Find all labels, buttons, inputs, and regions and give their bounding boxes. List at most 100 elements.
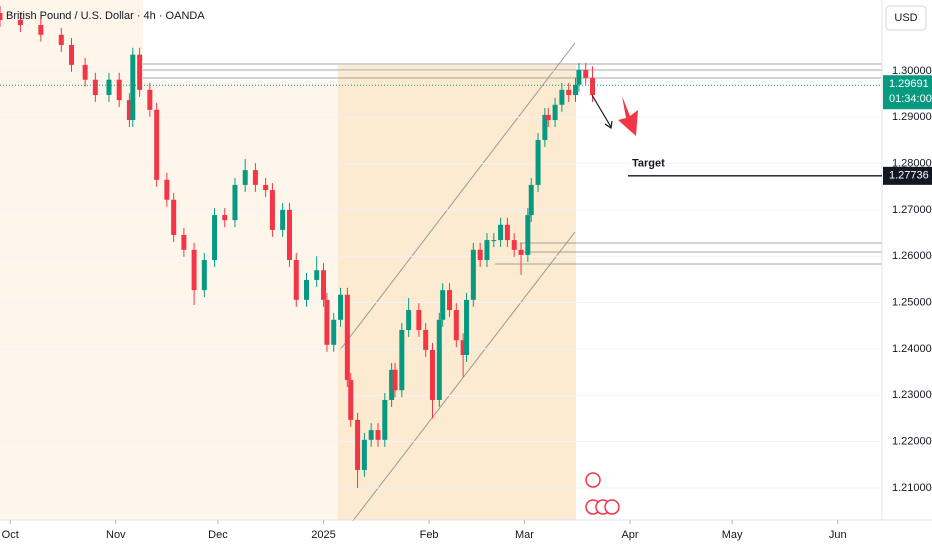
candle-body <box>154 109 160 180</box>
candle-body <box>423 329 429 350</box>
candle-body <box>263 184 269 191</box>
candle-body <box>542 114 548 140</box>
candle-body <box>92 79 98 96</box>
candle-body <box>126 100 132 121</box>
candle-body <box>361 439 367 470</box>
candle-body <box>484 240 490 260</box>
x-tick-label: Jun <box>829 529 847 541</box>
candle-body <box>17 19 23 26</box>
candle-body <box>201 260 207 291</box>
candle-body <box>368 430 374 440</box>
candle-body <box>147 89 153 110</box>
candle-body <box>222 215 228 221</box>
candle-body <box>576 69 582 85</box>
y-tick-label: 1.22000 <box>892 436 932 448</box>
candle-body <box>436 319 442 400</box>
candle-body <box>242 170 248 185</box>
candle-body <box>460 340 466 356</box>
candle-body <box>416 310 422 330</box>
candle-body <box>528 184 534 216</box>
range-shade <box>338 65 576 520</box>
candles <box>0 6 882 489</box>
candle-body <box>583 69 589 78</box>
candle-body <box>399 329 405 391</box>
x-tick-label: May <box>722 529 743 541</box>
candle-body <box>164 179 170 200</box>
candle-body <box>477 249 483 260</box>
candle-body <box>498 224 504 241</box>
candle-body <box>321 270 327 300</box>
target-label: Target <box>632 158 665 170</box>
candle-body <box>511 240 517 250</box>
candle-body <box>566 89 572 96</box>
candle-body <box>447 290 453 311</box>
x-tick-label: 2025 <box>311 529 335 541</box>
candle-body <box>348 380 354 420</box>
candle-body <box>470 249 476 300</box>
event-icon <box>604 499 620 515</box>
target-price-label: 1.27736 <box>889 170 929 182</box>
candle-body <box>392 369 398 391</box>
x-tick-label: Apr <box>621 529 638 541</box>
y-tick-label: 1.30000 <box>892 65 932 77</box>
candle-body <box>137 54 143 90</box>
candle-body <box>389 369 395 400</box>
down-arrow <box>618 96 638 136</box>
x-tick-label: Mar <box>515 529 534 541</box>
candle-body <box>58 34 64 45</box>
candle-body <box>331 319 337 345</box>
candle-body <box>232 184 238 221</box>
x-tick-label: Oct <box>2 529 19 541</box>
y-tick-label: 1.27000 <box>892 204 932 216</box>
projection-arrow <box>591 94 612 128</box>
candle-body <box>286 209 292 260</box>
candle-body <box>269 190 275 230</box>
candle-body <box>559 89 565 105</box>
candle-body <box>82 64 88 80</box>
candle-body <box>545 114 551 121</box>
channel-upper <box>339 42 576 351</box>
candle-body <box>191 249 197 291</box>
channel-lower <box>351 231 576 523</box>
candle-body <box>116 79 122 101</box>
candle-body <box>429 349 435 400</box>
y-tick-label: 1.23000 <box>892 389 932 401</box>
candle-body <box>382 399 388 440</box>
x-tick-label: Dec <box>208 529 228 541</box>
y-tick-label: 1.21000 <box>892 482 932 494</box>
current-price-label: 1.29691 <box>889 78 929 90</box>
current-price-tag <box>883 75 932 110</box>
candle-body <box>280 209 286 230</box>
candle-body <box>355 419 361 470</box>
event-icon <box>585 472 601 488</box>
zone-shade <box>0 0 338 520</box>
currency-button[interactable] <box>885 5 927 31</box>
y-tick-label: 1.28000 <box>892 158 932 170</box>
y-tick-label: 1.29000 <box>892 111 932 123</box>
candle-body <box>535 139 541 185</box>
candle-body <box>171 199 177 235</box>
candle-body <box>552 104 558 121</box>
candle-body <box>504 224 510 241</box>
candle-body <box>573 84 579 96</box>
candle-body <box>406 310 412 330</box>
currency-label[interactable]: USD <box>894 12 917 24</box>
y-tick-label: 1.26000 <box>892 250 932 262</box>
y-tick-label: 1.25000 <box>892 297 932 309</box>
candle-body <box>106 79 112 96</box>
countdown-label: 01:34:00 <box>889 93 932 105</box>
candle-body <box>314 270 320 280</box>
arrow-head <box>604 120 613 130</box>
candle-body <box>375 430 381 440</box>
y-tick-label: 1.24000 <box>892 343 932 355</box>
candle-body <box>0 12 3 20</box>
target-tag <box>883 166 932 185</box>
x-tick-label: Feb <box>420 529 439 541</box>
candle-body <box>491 240 497 242</box>
time-axis <box>0 521 932 550</box>
candle-body <box>130 54 136 121</box>
candle-body <box>464 299 470 356</box>
candle-body <box>518 249 524 255</box>
candle-body <box>525 215 531 255</box>
